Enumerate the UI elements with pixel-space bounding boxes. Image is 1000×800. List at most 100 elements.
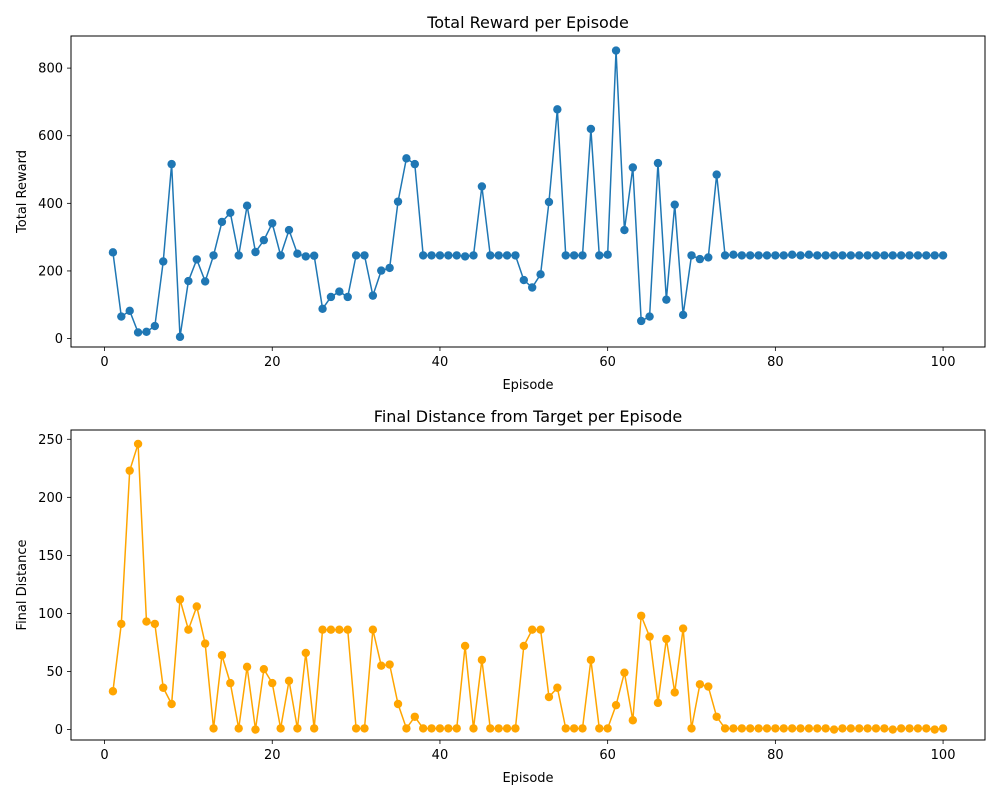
data-point: [922, 724, 931, 733]
data-point: [460, 641, 470, 651]
data-point: [393, 699, 403, 709]
data-point: [905, 251, 914, 260]
x-tick-label: 100: [931, 355, 956, 370]
data-point: [343, 625, 352, 634]
data-point: [444, 724, 453, 733]
data-point: [863, 724, 872, 733]
data-point: [595, 724, 604, 733]
data-point: [771, 251, 780, 260]
data-point: [880, 251, 889, 260]
data-point: [846, 724, 856, 733]
data-point: [276, 724, 285, 733]
data-point: [385, 263, 394, 273]
plot-frame: [70, 429, 986, 741]
data-point: [737, 724, 747, 733]
data-point: [938, 251, 948, 260]
data-point: [938, 724, 948, 733]
data-point: [117, 619, 126, 629]
data-point: [142, 327, 151, 336]
data-point: [351, 251, 361, 260]
data-point: [192, 602, 201, 611]
data-point: [687, 724, 696, 733]
data-point: [653, 698, 663, 708]
data-point: [519, 275, 529, 285]
data-point: [855, 724, 864, 733]
data-point: [527, 283, 537, 292]
series-line: [112, 443, 944, 731]
data-point: [569, 251, 579, 260]
data-point: [536, 625, 545, 634]
y-tick-label: 50: [46, 665, 63, 680]
data-point: [360, 251, 369, 260]
data-point: [896, 724, 906, 733]
y-tick-label: 100: [38, 607, 63, 622]
data-point: [704, 682, 713, 691]
data-point: [804, 724, 814, 733]
data-point: [184, 625, 193, 634]
data-point: [326, 625, 336, 634]
data-point: [142, 617, 151, 626]
data-point: [813, 251, 822, 260]
data-point: [343, 292, 352, 302]
data-point: [620, 225, 629, 235]
data-point: [871, 251, 881, 260]
data-point: [242, 201, 252, 210]
data-point: [293, 724, 302, 733]
data-point: [821, 724, 830, 733]
y-tick-label: 400: [38, 197, 63, 212]
data-point: [678, 310, 688, 320]
data-point: [309, 724, 319, 733]
x-tick-label: 80: [767, 355, 784, 370]
data-point: [838, 251, 847, 260]
data-point: [527, 625, 537, 634]
x-tick-label: 40: [432, 748, 449, 763]
data-point: [804, 250, 814, 259]
data-point: [318, 625, 327, 634]
data-point: [469, 251, 478, 260]
data-point: [746, 251, 755, 260]
data-point: [746, 724, 755, 733]
data-point: [284, 676, 294, 685]
data-point: [653, 158, 663, 168]
data-point: [402, 724, 411, 733]
data-point: [309, 251, 319, 260]
data-point: [595, 251, 604, 260]
data-point: [284, 225, 294, 235]
data-point: [209, 251, 218, 260]
data-point: [561, 251, 570, 260]
data-point: [678, 624, 688, 633]
data-point: [133, 328, 143, 337]
data-point: [569, 724, 579, 733]
data-point: [578, 724, 587, 733]
data-point: [720, 724, 730, 733]
data-point: [813, 724, 822, 733]
data-point: [502, 724, 512, 733]
data-point: [553, 683, 562, 692]
data-point: [536, 270, 545, 279]
data-point: [603, 724, 612, 733]
data-point: [167, 699, 176, 709]
data-point: [150, 321, 160, 331]
data-point: [620, 668, 629, 677]
data-point: [234, 724, 243, 733]
y-tick-label: 0: [55, 723, 63, 738]
data-point: [637, 316, 646, 326]
data-point: [888, 251, 897, 260]
x-tick-label: 60: [599, 355, 616, 370]
y-tick-label: 600: [38, 129, 63, 144]
data-point: [863, 251, 872, 260]
data-point: [754, 724, 763, 733]
data-point: [301, 252, 310, 261]
data-point: [553, 105, 562, 114]
data-point: [511, 251, 520, 260]
data-point: [729, 250, 738, 259]
data-point: [234, 251, 243, 260]
data-point: [645, 312, 654, 321]
data-point: [242, 662, 252, 672]
data-point: [435, 724, 445, 733]
data-point: [200, 639, 210, 648]
data-point: [175, 595, 185, 604]
data-point: [637, 611, 646, 620]
data-point: [469, 724, 478, 733]
